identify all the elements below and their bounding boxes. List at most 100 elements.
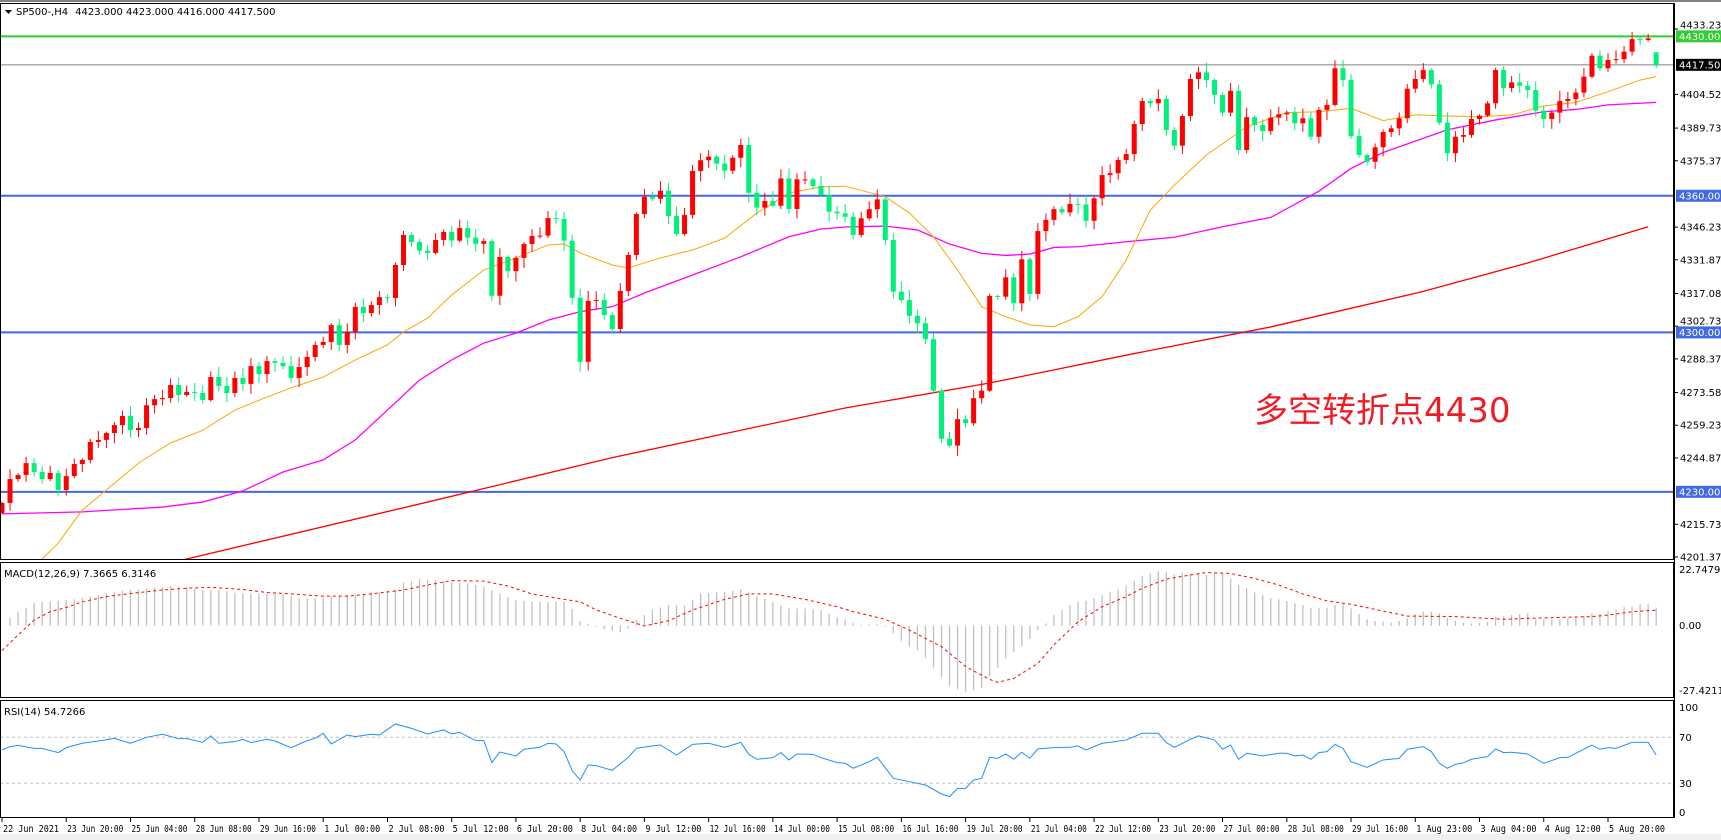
candle (947, 431, 953, 448)
candle (1380, 129, 1386, 157)
candle-body (1236, 90, 1242, 150)
candle (31, 458, 37, 477)
candle-body (722, 163, 728, 171)
level-price-badge (1676, 189, 1721, 202)
candle-body (280, 362, 286, 367)
candle (1067, 193, 1073, 217)
candle-body (633, 213, 639, 255)
candle (1460, 127, 1466, 143)
candle (762, 192, 768, 216)
candle (1509, 76, 1515, 93)
candle-body (754, 192, 760, 208)
ma-mid-line (1, 101, 1657, 515)
macd-tick-label: 22.7479 (1679, 565, 1720, 576)
candle (505, 255, 511, 278)
time-tick-label: 29 Jul 16:00 (1352, 824, 1408, 835)
candle (1187, 73, 1193, 122)
candle (216, 366, 222, 392)
candle (569, 234, 575, 305)
candle-body (481, 241, 487, 244)
candle (561, 211, 567, 251)
candle (409, 232, 415, 247)
candle-body (1565, 98, 1571, 102)
candle-body (1549, 112, 1555, 120)
candle-body (922, 323, 928, 340)
rsi-pane[interactable] (0, 700, 1674, 818)
candle-body (818, 185, 824, 196)
candle (1043, 213, 1049, 242)
candle-body (344, 331, 350, 345)
candle (208, 371, 214, 402)
candle-body (1613, 59, 1619, 61)
level-price-badge (1676, 485, 1721, 498)
candle (47, 465, 53, 482)
time-tick-label: 22 Jun 2021 (3, 824, 59, 835)
candle (1228, 82, 1234, 117)
candle (1171, 127, 1177, 151)
candle-body (63, 476, 69, 490)
candle-body (425, 250, 431, 253)
candle (160, 389, 166, 406)
candle-body (930, 339, 936, 391)
candle-body (288, 366, 294, 378)
candle (722, 154, 728, 180)
candle (1621, 45, 1627, 64)
candle (1252, 115, 1258, 132)
price-tick-label: 4404.520 (1680, 90, 1721, 101)
candle (433, 233, 439, 255)
candle-body (1115, 160, 1121, 174)
candle-body (39, 472, 45, 480)
candle-body (914, 315, 920, 324)
candle (320, 336, 326, 349)
candle-body (224, 385, 230, 393)
macd-indicator (1, 571, 1657, 692)
candle-body (1067, 203, 1073, 213)
candle-body (392, 264, 398, 299)
candle (152, 394, 158, 414)
dropdown-triangle-icon[interactable] (5, 10, 12, 14)
candle (657, 181, 663, 204)
candle-body (1252, 117, 1258, 125)
candle (1629, 31, 1635, 56)
candle (1123, 148, 1129, 164)
candle-body (360, 306, 366, 314)
main-pane[interactable] (0, 3, 1674, 560)
candle-body (384, 297, 390, 299)
candle-body (1220, 94, 1226, 113)
candle (593, 291, 599, 310)
candle-body (208, 377, 214, 401)
candle (1019, 250, 1025, 312)
price-tick-label: 4288.375 (1680, 354, 1721, 365)
macd-axis: 22.7479 0.00 -27.4211 (1679, 565, 1721, 697)
macd-pane[interactable] (0, 562, 1674, 698)
candle-body (521, 244, 527, 258)
rsi-axis: 100 70 30 0 (1679, 703, 1698, 819)
candle-body (7, 479, 13, 503)
candle (232, 371, 238, 397)
candle (240, 367, 246, 392)
candle (1340, 60, 1346, 87)
candle-body (15, 474, 21, 480)
candle (111, 422, 117, 444)
rsi-tick-label: 30 (1679, 779, 1692, 790)
candle-body (433, 239, 439, 253)
candle-body (682, 214, 688, 235)
candle (1372, 143, 1378, 169)
candle (906, 289, 912, 324)
candle (55, 470, 61, 496)
candle (224, 376, 230, 403)
candle (1645, 33, 1651, 42)
candle-body (111, 425, 117, 434)
candle-body (1420, 70, 1426, 79)
price-tick-label: 4433.230 (1680, 20, 1721, 31)
candle-body (320, 341, 326, 345)
candle (794, 173, 800, 219)
candle-body (1404, 88, 1410, 119)
candle (1099, 166, 1105, 206)
candle-body (1364, 155, 1370, 162)
candle-body (473, 237, 479, 244)
candle-body (939, 390, 945, 439)
candle-body (1187, 78, 1193, 117)
candle (690, 164, 696, 219)
